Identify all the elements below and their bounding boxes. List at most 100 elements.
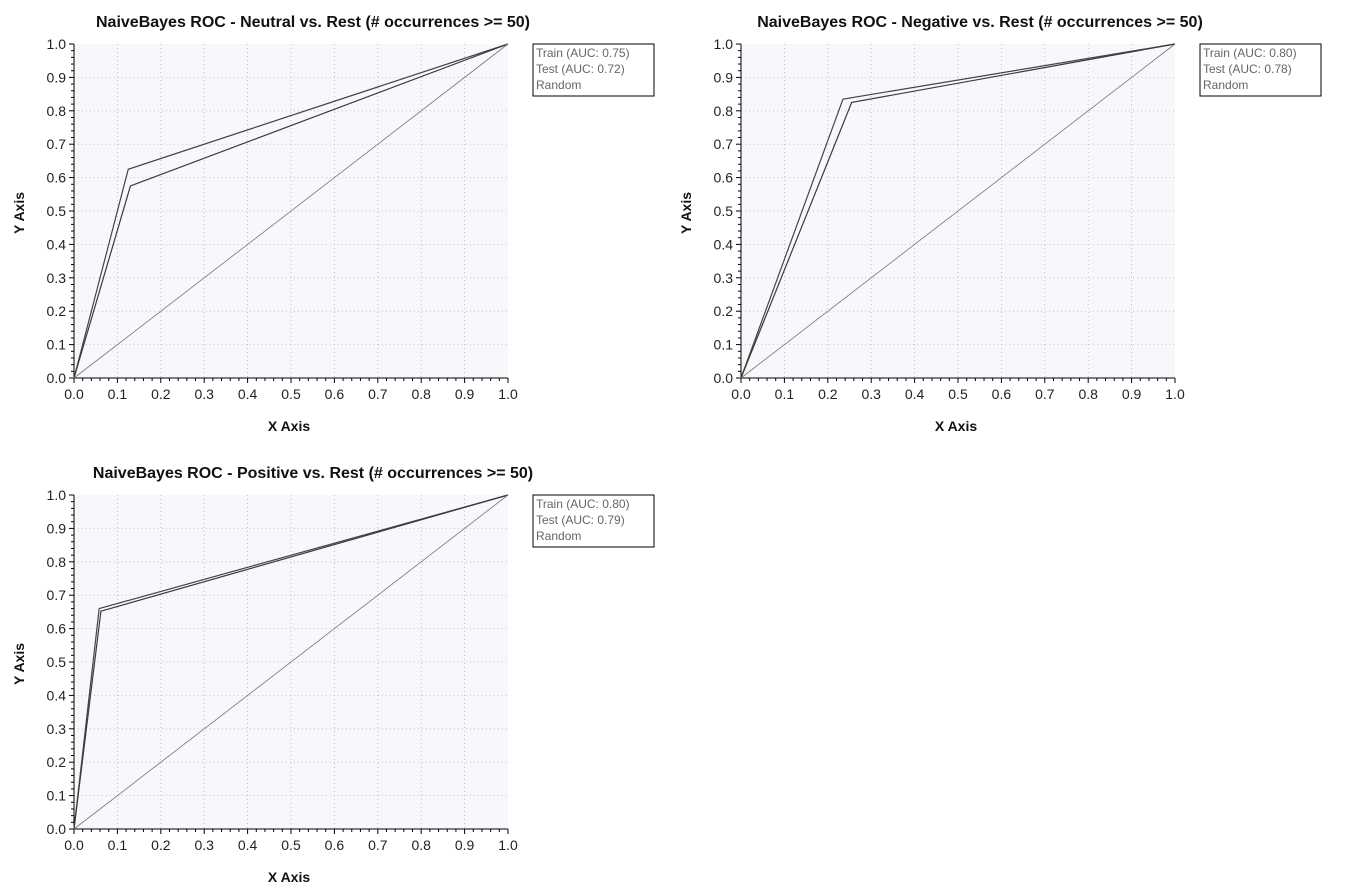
y-tick-label: 0.7	[47, 587, 67, 603]
x-tick-label: 0.4	[238, 837, 258, 853]
x-tick-label: 0.5	[281, 386, 301, 402]
roc-chart-positive: NaiveBayes ROC - Positive vs. Rest (# oc…	[11, 465, 655, 885]
series-line-random	[740, 43, 1176, 379]
y-tick-label: 0.5	[47, 654, 67, 670]
y-tick-label: 0.8	[47, 103, 67, 119]
x-tick-label: 0.6	[992, 386, 1012, 402]
y-tick-label: 0.7	[47, 136, 67, 152]
y-tick-label: 0.3	[714, 270, 734, 286]
x-tick-label: 0.3	[194, 837, 214, 853]
series-line-train	[740, 43, 1176, 379]
x-tick-label: 0.5	[281, 837, 301, 853]
series-line-test	[740, 43, 1176, 379]
y-tick-label: 0.0	[47, 821, 67, 837]
y-tick-label: 0.2	[47, 754, 67, 770]
x-tick-label: 0.3	[861, 386, 881, 402]
y-tick-label: 0.9	[47, 69, 67, 85]
y-tick-label: 0.8	[714, 103, 734, 119]
y-tick-label: 0.4	[47, 687, 67, 703]
x-axis-label: X Axis	[268, 869, 310, 885]
series-line-test	[73, 494, 509, 830]
x-tick-label: 0.9	[455, 386, 475, 402]
legend-entry: Test (AUC: 0.79)	[536, 513, 625, 527]
x-tick-label: 0.0	[64, 837, 84, 853]
x-tick-label: 0.0	[64, 386, 84, 402]
x-tick-label: 0.4	[238, 386, 258, 402]
legend-entry: Train (AUC: 0.75)	[536, 46, 630, 60]
x-tick-label: 0.6	[325, 386, 345, 402]
y-tick-label: 1.0	[714, 36, 734, 52]
x-axis-label: X Axis	[935, 418, 977, 434]
legend-entry: Train (AUC: 0.80)	[1203, 46, 1297, 60]
y-tick-label: 0.7	[714, 136, 734, 152]
x-tick-label: 0.8	[1078, 386, 1098, 402]
x-tick-label: 0.7	[368, 837, 388, 853]
y-tick-label: 0.4	[714, 236, 734, 252]
roc-chart-neutral: NaiveBayes ROC - Neutral vs. Rest (# occ…	[11, 14, 655, 434]
legend-entry: Random	[536, 78, 581, 92]
y-tick-label: 0.0	[47, 370, 67, 386]
x-tick-label: 0.1	[108, 386, 128, 402]
chart-legend: Train (AUC: 0.75) Test (AUC: 0.72) Random	[532, 43, 655, 97]
y-tick-label: 0.5	[714, 203, 734, 219]
x-tick-label: 0.9	[455, 837, 475, 853]
legend-entry: Test (AUC: 0.72)	[536, 62, 625, 76]
x-tick-label: 0.9	[1122, 386, 1142, 402]
legend-entry: Random	[1203, 78, 1248, 92]
x-tick-label: 0.8	[411, 386, 431, 402]
legend-entry: Train (AUC: 0.80)	[536, 497, 630, 511]
x-tick-label: 0.2	[818, 386, 838, 402]
y-tick-label: 0.5	[47, 203, 67, 219]
series-line-random	[73, 494, 509, 830]
series-line-test	[73, 43, 509, 379]
chart-title: NaiveBayes ROC - Neutral vs. Rest (# occ…	[96, 14, 530, 31]
x-tick-label: 0.2	[151, 837, 171, 853]
y-tick-label: 0.2	[714, 303, 734, 319]
y-tick-label: 0.1	[47, 337, 67, 353]
y-tick-label: 0.8	[47, 554, 67, 570]
x-tick-label: 0.2	[151, 386, 171, 402]
y-tick-label: 0.1	[47, 788, 67, 804]
y-tick-label: 0.9	[47, 520, 67, 536]
chart-title: NaiveBayes ROC - Negative vs. Rest (# oc…	[757, 14, 1203, 31]
x-tick-label: 1.0	[1165, 386, 1185, 402]
x-tick-label: 0.8	[411, 837, 431, 853]
legend-box	[1199, 43, 1322, 97]
x-tick-label: 0.3	[194, 386, 214, 402]
y-tick-label: 0.6	[714, 170, 734, 186]
x-tick-label: 0.1	[775, 386, 795, 402]
x-axis-label: X Axis	[268, 418, 310, 434]
x-tick-label: 1.0	[498, 386, 518, 402]
y-axis-label: Y Axis	[11, 192, 27, 234]
series-line-train	[73, 43, 509, 379]
y-tick-label: 0.1	[714, 337, 734, 353]
chart-title: NaiveBayes ROC - Positive vs. Rest (# oc…	[93, 465, 533, 482]
series-line-train	[73, 494, 509, 830]
legend-entry: Random	[536, 529, 581, 543]
y-tick-label: 0.6	[47, 170, 67, 186]
x-tick-label: 0.7	[368, 386, 388, 402]
x-tick-label: 0.1	[108, 837, 128, 853]
y-tick-label: 0.3	[47, 270, 67, 286]
x-tick-label: 0.0	[731, 386, 751, 402]
chart-legend: Train (AUC: 0.80) Test (AUC: 0.79) Random	[532, 494, 655, 548]
x-tick-label: 0.4	[905, 386, 925, 402]
y-tick-label: 0.0	[714, 370, 734, 386]
y-tick-label: 0.2	[47, 303, 67, 319]
roc-chart-negative: NaiveBayes ROC - Negative vs. Rest (# oc…	[678, 14, 1322, 434]
x-tick-label: 0.6	[325, 837, 345, 853]
y-tick-label: 0.3	[47, 721, 67, 737]
y-tick-label: 1.0	[47, 36, 67, 52]
chart-legend: Train (AUC: 0.80) Test (AUC: 0.78) Random	[1199, 43, 1322, 97]
y-axis-label: Y Axis	[678, 192, 694, 234]
y-tick-label: 1.0	[47, 487, 67, 503]
y-tick-label: 0.6	[47, 621, 67, 637]
series-line-random	[73, 43, 509, 379]
y-axis-label: Y Axis	[11, 643, 27, 685]
legend-box	[532, 43, 655, 97]
x-tick-label: 0.5	[948, 386, 968, 402]
y-tick-label: 0.9	[714, 69, 734, 85]
y-tick-label: 0.4	[47, 236, 67, 252]
legend-box	[532, 494, 655, 548]
